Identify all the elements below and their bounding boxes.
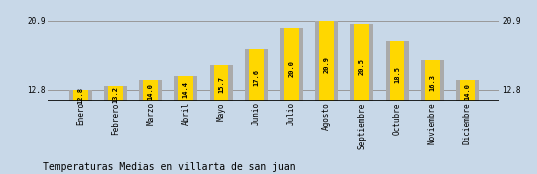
Text: 17.6: 17.6: [253, 69, 259, 86]
Bar: [386, 41, 409, 101]
Bar: [245, 49, 268, 101]
Text: 14.4: 14.4: [183, 81, 189, 98]
Bar: [425, 60, 440, 101]
Text: 16.3: 16.3: [429, 74, 436, 91]
Text: 15.7: 15.7: [218, 76, 224, 93]
Bar: [351, 24, 373, 101]
Bar: [214, 65, 228, 101]
Text: 12.8: 12.8: [77, 87, 83, 104]
Bar: [280, 28, 303, 101]
Bar: [421, 60, 444, 101]
Bar: [284, 28, 299, 101]
Bar: [73, 90, 88, 101]
Text: 20.5: 20.5: [359, 58, 365, 75]
Bar: [209, 65, 233, 101]
Bar: [175, 76, 197, 101]
Bar: [460, 80, 475, 101]
Text: Temperaturas Medias en villarta de san juan: Temperaturas Medias en villarta de san j…: [43, 162, 295, 172]
Bar: [390, 41, 404, 101]
Text: 14.0: 14.0: [465, 83, 470, 100]
Bar: [143, 80, 158, 101]
Bar: [69, 90, 92, 101]
Bar: [456, 80, 479, 101]
Bar: [178, 76, 193, 101]
Bar: [249, 49, 264, 101]
Text: 20.0: 20.0: [288, 60, 294, 77]
Text: 13.2: 13.2: [112, 86, 119, 103]
Text: 18.5: 18.5: [394, 66, 400, 82]
Bar: [320, 21, 334, 101]
Text: 20.9: 20.9: [324, 56, 330, 73]
Bar: [108, 86, 123, 101]
Text: 14.0: 14.0: [148, 83, 154, 100]
Bar: [315, 21, 338, 101]
Bar: [104, 86, 127, 101]
Bar: [139, 80, 162, 101]
Bar: [354, 24, 369, 101]
